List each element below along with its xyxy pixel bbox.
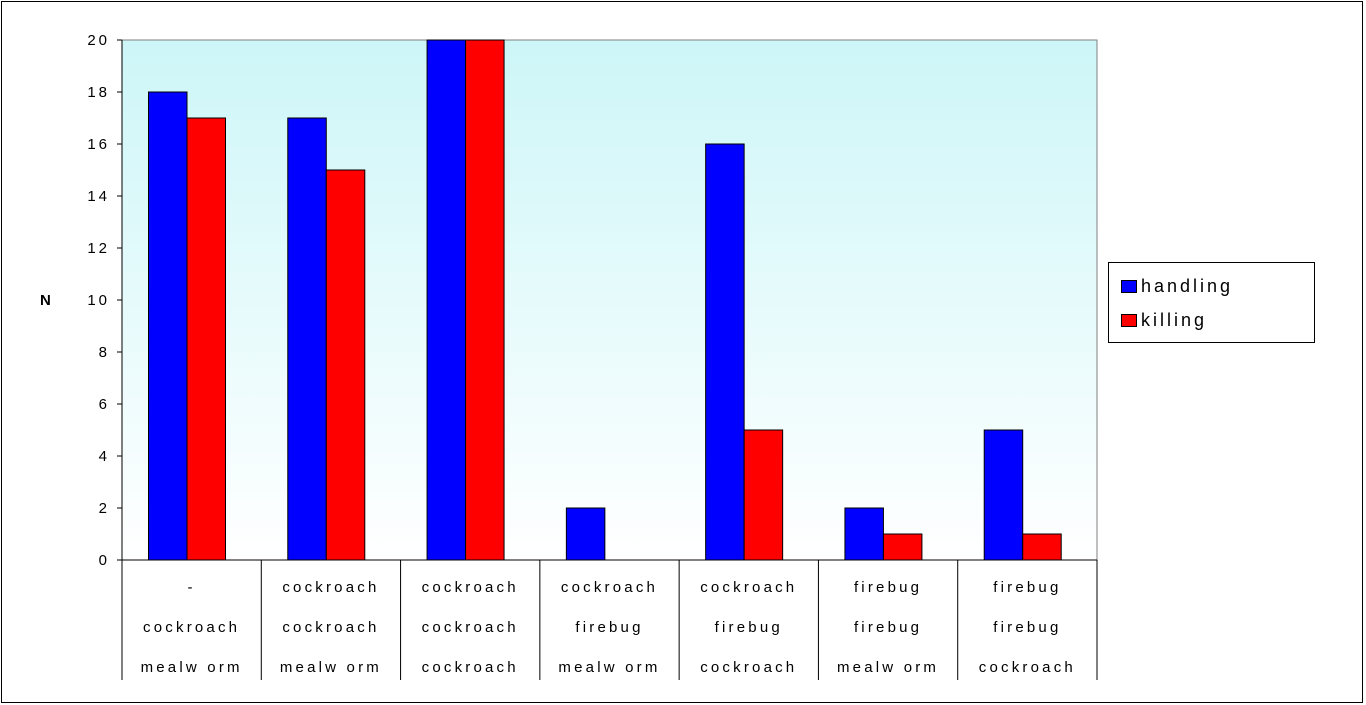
category-label: mealw orm [558, 659, 660, 676]
bar-handling-1 [287, 117, 327, 561]
y-tick-label: 0 [99, 552, 110, 569]
bar-handling-2 [426, 39, 467, 561]
bar-killing-0 [186, 117, 226, 561]
bar-killing-2 [465, 39, 505, 561]
y-axis-label: N [40, 292, 51, 309]
bar-handling-6 [983, 429, 1024, 561]
category-label: mealw orm [837, 659, 939, 676]
category-label: cockroach [282, 619, 379, 636]
category-label: cockroach [979, 659, 1076, 676]
bar-handling-3 [565, 507, 606, 561]
category-label: firebug [715, 619, 783, 636]
category-label: firebug [575, 619, 643, 636]
category-label: mealw orm [280, 659, 382, 676]
legend-swatch-handling [1121, 279, 1137, 293]
legend-swatch-killing [1121, 313, 1137, 327]
y-tick-label: 10 [87, 292, 110, 309]
bar-killing-6 [1022, 533, 1062, 561]
category-label: cockroach [700, 579, 797, 596]
y-tick-label: 14 [87, 188, 110, 205]
bar-handling-0 [148, 91, 188, 561]
category-label: - [188, 579, 196, 596]
legend-label-killing: killing [1141, 309, 1208, 330]
category-label: firebug [993, 579, 1061, 596]
category-label: firebug [854, 619, 922, 636]
category-label: firebug [854, 579, 922, 596]
y-tick-label: 4 [99, 448, 110, 465]
y-tick-label: 12 [87, 240, 110, 257]
category-label: cockroach [422, 619, 519, 636]
category-label: firebug [993, 619, 1061, 636]
y-tick-label: 8 [99, 344, 110, 361]
bar-handling-4 [705, 143, 745, 561]
legend-item-handling: handling [1121, 275, 1233, 297]
bar-killing-4 [743, 429, 784, 561]
y-tick-label: 20 [87, 32, 110, 49]
category-label: cockroach [422, 579, 519, 596]
legend-label-handling: handling [1141, 275, 1234, 296]
plot-area [121, 39, 1098, 561]
category-label: cockroach [422, 659, 519, 676]
legend: handling killing [1108, 262, 1315, 343]
category-label: cockroach [561, 579, 658, 596]
y-tick-label: 6 [99, 396, 110, 413]
category-label: mealw orm [141, 659, 243, 676]
y-tick-label: 16 [87, 136, 110, 153]
legend-item-killing: killing [1121, 309, 1207, 331]
bar-killing-5 [882, 533, 923, 561]
bar-killing-1 [325, 169, 366, 561]
category-label: cockroach [700, 659, 797, 676]
bar-handling-5 [844, 507, 884, 561]
y-tick-label: 2 [99, 500, 110, 517]
category-label: cockroach [143, 619, 240, 636]
category-label: cockroach [282, 579, 379, 596]
y-tick-label: 18 [87, 84, 110, 101]
